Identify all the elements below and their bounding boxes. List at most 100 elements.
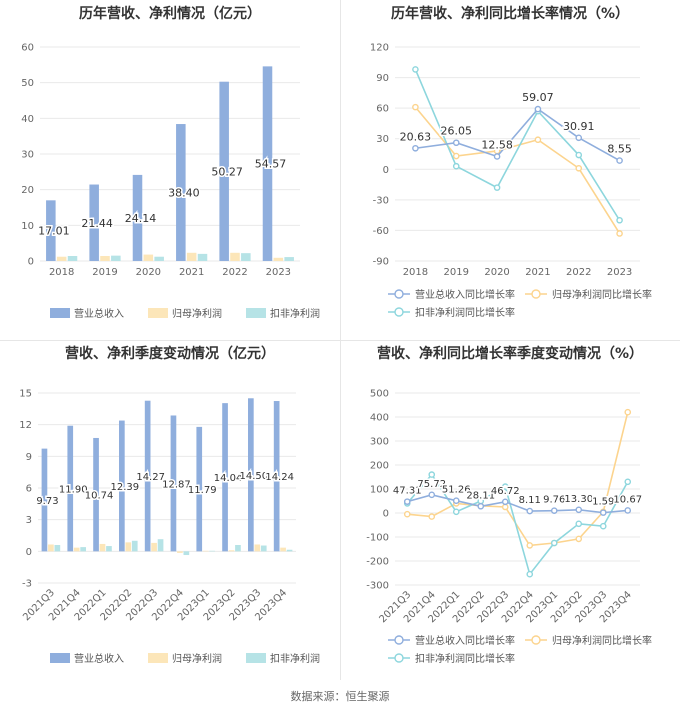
x-tick-label: 2021 bbox=[179, 267, 204, 278]
y-tick-label: 300 bbox=[370, 437, 389, 448]
quarterly-growth-panel: 营收、净利同比增长率季度变动情况（%） -300 -200 -100 0 100 200 30… bbox=[340, 340, 680, 680]
y-tick-label: 20 bbox=[21, 185, 34, 196]
bar bbox=[170, 415, 177, 552]
y-tick-label: -3 bbox=[22, 579, 32, 590]
data-point bbox=[428, 491, 436, 499]
y-tick-label: -100 bbox=[366, 533, 389, 544]
legend-label: 扣非净利润 bbox=[270, 307, 320, 320]
data-point bbox=[412, 144, 419, 152]
bar bbox=[286, 549, 293, 552]
data-point bbox=[575, 535, 583, 543]
bar bbox=[222, 403, 228, 552]
bar bbox=[196, 426, 203, 552]
series-line bbox=[414, 69, 621, 221]
x-tick-label: 2019 bbox=[92, 267, 117, 278]
data-point bbox=[501, 483, 509, 490]
bar bbox=[219, 81, 229, 261]
quarterly-growth-chart: 营收、净利同比增长率季度变动情况（%） -300 -200 -100 0 100 200 30… bbox=[366, 345, 652, 665]
bar bbox=[67, 256, 78, 261]
y-tick-label: 30 bbox=[376, 134, 389, 145]
data-point bbox=[624, 507, 632, 514]
bar bbox=[54, 545, 61, 552]
x-tick-label: 2019 bbox=[444, 267, 469, 278]
bar bbox=[46, 200, 56, 261]
y-tick-label: 500 bbox=[370, 389, 389, 400]
bar bbox=[41, 448, 48, 552]
y-tick-label: 0 bbox=[383, 165, 389, 176]
legend-swatch bbox=[148, 653, 168, 663]
x-tick-label: 2023 bbox=[266, 267, 291, 278]
data-label: 12.58 bbox=[481, 138, 513, 151]
legend-label: 营业总收入同比增长率 bbox=[415, 288, 515, 301]
series-line bbox=[415, 108, 620, 162]
data-point bbox=[403, 510, 411, 518]
y-tick-label: 10 bbox=[21, 221, 34, 232]
bar bbox=[254, 544, 261, 552]
bar bbox=[143, 254, 154, 261]
y-tick-label: -300 bbox=[366, 581, 389, 592]
x-tick-label: 2020 bbox=[136, 267, 161, 278]
data-point bbox=[452, 508, 460, 516]
data-point bbox=[599, 522, 607, 530]
bar bbox=[100, 256, 110, 261]
bar bbox=[99, 543, 106, 552]
x-tick-label: 2020 bbox=[484, 267, 509, 278]
data-point bbox=[575, 520, 583, 528]
y-tick-label: 12 bbox=[19, 420, 32, 431]
data-label: 38.40 bbox=[168, 187, 200, 200]
data-point bbox=[624, 408, 632, 416]
legend-marker bbox=[394, 635, 404, 645]
bar bbox=[67, 425, 74, 552]
data-label: 46.72 bbox=[491, 486, 520, 497]
legend-marker bbox=[394, 653, 404, 663]
annual-growth-panel: 历年营收、净利同比增长率情况（%） -90 -60 -30 0 30 60 90 120 2018… bbox=[340, 0, 680, 340]
data-label: 8.55 bbox=[607, 143, 632, 156]
data-label: 51.26 bbox=[442, 485, 471, 496]
bar bbox=[132, 174, 143, 261]
legend-label: 扣非净利润 bbox=[270, 652, 320, 665]
bar bbox=[48, 544, 54, 552]
annual-revenue-profit-panel: 历年营收、净利情况（亿元） 0 10 20 30 40 50 60 2018 2019 2020 20… bbox=[0, 0, 340, 340]
data-label: 13.30 bbox=[564, 494, 593, 505]
data-label: 50.27 bbox=[211, 165, 243, 178]
bar bbox=[260, 545, 267, 552]
data-point bbox=[428, 471, 436, 478]
series-line bbox=[406, 473, 629, 576]
data-label: 24.14 bbox=[125, 212, 157, 225]
data-point bbox=[550, 507, 558, 514]
y-tick-label: -90 bbox=[373, 257, 389, 268]
data-label: 54.57 bbox=[255, 158, 287, 171]
data-label: 30.91 bbox=[563, 120, 595, 133]
legend-label: 归母净利润 bbox=[172, 652, 222, 665]
legend-label: 归母净利润同比增长率 bbox=[552, 288, 652, 301]
data-point bbox=[493, 184, 501, 191]
y-tick-label: 9 bbox=[26, 452, 32, 463]
data-label: 11.79 bbox=[188, 485, 217, 496]
x-tick-label: 2018 bbox=[49, 267, 74, 278]
bar bbox=[248, 398, 254, 552]
x-tick-label: 2018 bbox=[403, 267, 428, 278]
y-tick-label: 0 bbox=[28, 257, 34, 268]
bar bbox=[144, 400, 151, 552]
data-point bbox=[452, 162, 460, 170]
data-point bbox=[534, 136, 542, 144]
bar bbox=[151, 542, 157, 552]
data-point bbox=[616, 157, 623, 164]
data-point bbox=[616, 230, 623, 237]
y-tick-label: -60 bbox=[373, 226, 389, 237]
bar bbox=[157, 539, 164, 552]
bar bbox=[230, 252, 240, 261]
data-point bbox=[599, 509, 607, 516]
data-label: 8.11 bbox=[519, 495, 541, 506]
data-point bbox=[526, 570, 534, 578]
chart-title: 营收、净利同比增长率季度变动情况（%） bbox=[377, 345, 643, 362]
bar bbox=[262, 66, 273, 261]
bar bbox=[177, 551, 183, 553]
bar bbox=[119, 420, 125, 552]
bar bbox=[273, 401, 280, 552]
y-tick-label: 6 bbox=[26, 484, 32, 495]
data-point bbox=[403, 498, 411, 505]
data-point bbox=[412, 66, 419, 73]
y-tick-label: 100 bbox=[370, 485, 389, 496]
bar bbox=[202, 550, 209, 552]
